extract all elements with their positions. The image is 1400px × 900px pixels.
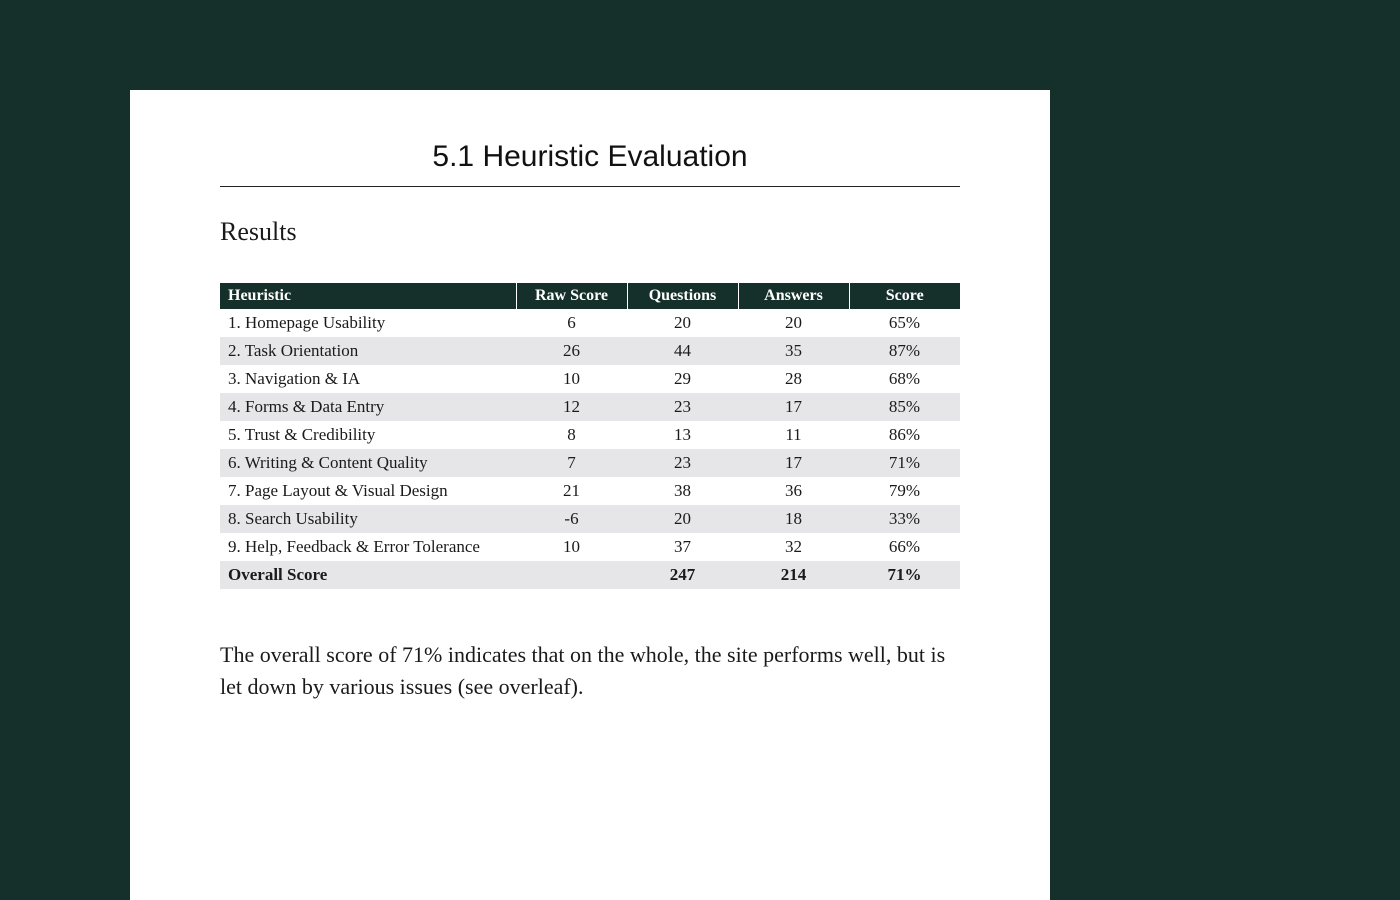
cell-heuristic: 7. Page Layout & Visual Design [220,477,516,505]
cell-heuristic: 1. Homepage Usability [220,309,516,337]
cell-raw: 8 [516,421,627,449]
cell-raw: -6 [516,505,627,533]
cell-questions: 247 [627,561,738,589]
table-row: 2. Task Orientation 26 44 35 87% [220,337,960,365]
table-header-row: Heuristic Raw Score Questions Answers Sc… [220,283,960,309]
cell-questions: 20 [627,309,738,337]
cell-score: 66% [849,533,960,561]
cell-score: 33% [849,505,960,533]
cell-score: 65% [849,309,960,337]
cell-questions: 29 [627,365,738,393]
table-row: 8. Search Usability -6 20 18 33% [220,505,960,533]
cell-answers: 36 [738,477,849,505]
results-subheading: Results [220,217,960,247]
cell-heuristic: Overall Score [220,561,516,589]
cell-answers: 214 [738,561,849,589]
col-header-answers: Answers [738,283,849,309]
document-page: 5.1 Heuristic Evaluation Results Heurist… [130,90,1050,900]
cell-heuristic: 4. Forms & Data Entry [220,393,516,421]
table-row: 7. Page Layout & Visual Design 21 38 36 … [220,477,960,505]
cell-answers: 20 [738,309,849,337]
cell-raw: 10 [516,533,627,561]
col-header-heuristic: Heuristic [220,283,516,309]
cell-heuristic: 5. Trust & Credibility [220,421,516,449]
cell-answers: 32 [738,533,849,561]
cell-answers: 35 [738,337,849,365]
cell-score: 85% [849,393,960,421]
cell-heuristic: 6. Writing & Content Quality [220,449,516,477]
cell-raw: 10 [516,365,627,393]
cell-raw [516,561,627,589]
cell-questions: 37 [627,533,738,561]
col-header-questions: Questions [627,283,738,309]
results-table: Heuristic Raw Score Questions Answers Sc… [220,283,960,589]
cell-score: 68% [849,365,960,393]
table-total-row: Overall Score 247 214 71% [220,561,960,589]
cell-heuristic: 3. Navigation & IA [220,365,516,393]
cell-questions: 23 [627,393,738,421]
cell-answers: 28 [738,365,849,393]
cell-questions: 20 [627,505,738,533]
cell-raw: 26 [516,337,627,365]
cell-questions: 38 [627,477,738,505]
cell-raw: 7 [516,449,627,477]
cell-score: 86% [849,421,960,449]
cell-answers: 11 [738,421,849,449]
cell-raw: 12 [516,393,627,421]
cell-raw: 21 [516,477,627,505]
table-row: 6. Writing & Content Quality 7 23 17 71% [220,449,960,477]
summary-paragraph: The overall score of 71% indicates that … [220,639,960,703]
cell-answers: 17 [738,393,849,421]
cell-score: 79% [849,477,960,505]
cell-score: 87% [849,337,960,365]
cell-heuristic: 2. Task Orientation [220,337,516,365]
cell-questions: 13 [627,421,738,449]
cell-questions: 23 [627,449,738,477]
table-row: 3. Navigation & IA 10 29 28 68% [220,365,960,393]
cell-questions: 44 [627,337,738,365]
cell-raw: 6 [516,309,627,337]
title-rule [220,186,960,187]
cell-score: 71% [849,449,960,477]
cell-score: 71% [849,561,960,589]
cell-answers: 18 [738,505,849,533]
cell-answers: 17 [738,449,849,477]
table-row: 4. Forms & Data Entry 12 23 17 85% [220,393,960,421]
col-header-score: Score [849,283,960,309]
table-row: 5. Trust & Credibility 8 13 11 86% [220,421,960,449]
cell-heuristic: 8. Search Usability [220,505,516,533]
table-row: 9. Help, Feedback & Error Tolerance 10 3… [220,533,960,561]
table-row: 1. Homepage Usability 6 20 20 65% [220,309,960,337]
cell-heuristic: 9. Help, Feedback & Error Tolerance [220,533,516,561]
col-header-raw-score: Raw Score [516,283,627,309]
section-title: 5.1 Heuristic Evaluation [220,140,960,174]
